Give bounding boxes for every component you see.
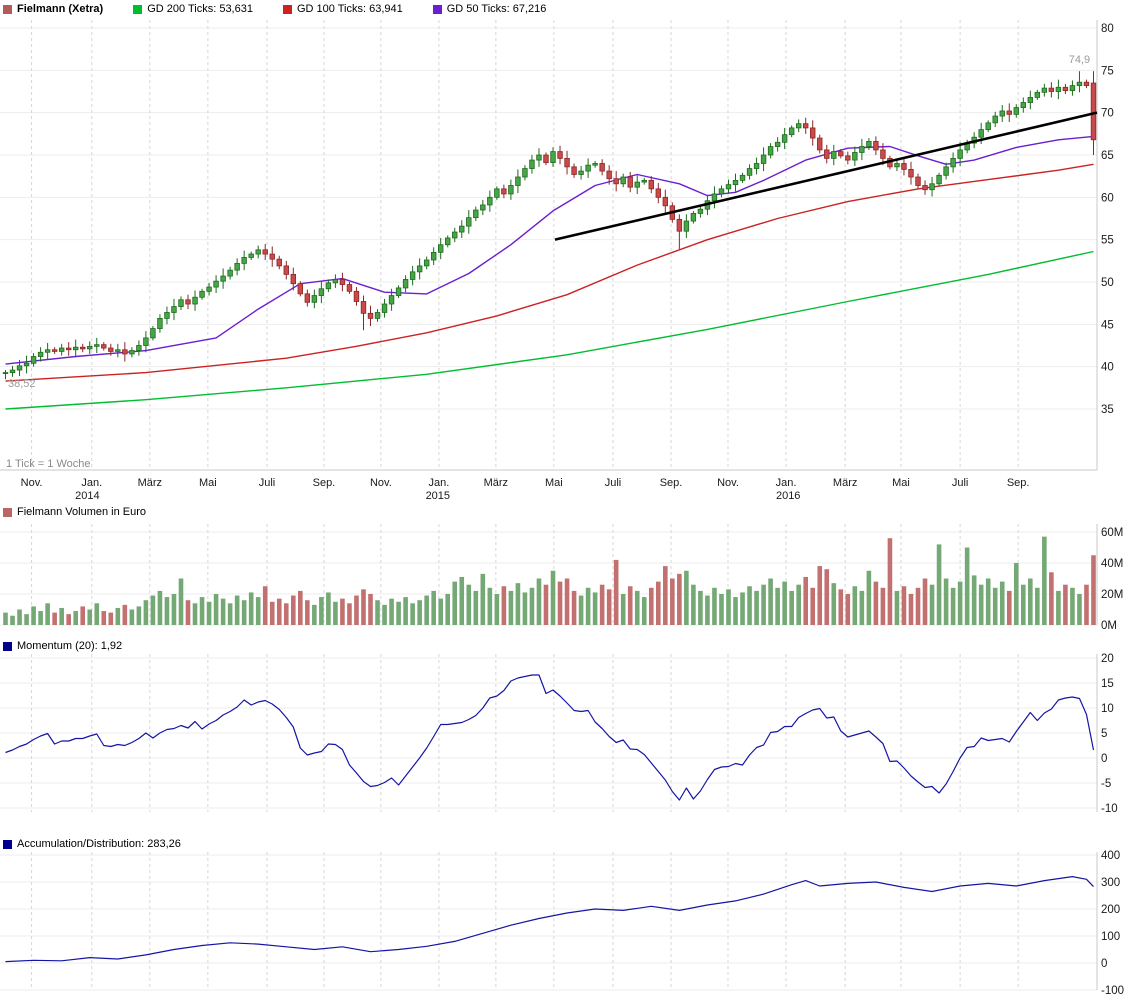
candlestick-series bbox=[2, 71, 1097, 380]
axis-labels: 8075706560555045403560M40M20M0M20151050-… bbox=[21, 23, 1124, 997]
svg-text:März: März bbox=[833, 477, 857, 489]
gd50-label: GD 50 Ticks: 67,216 bbox=[446, 3, 547, 15]
svg-text:2016: 2016 bbox=[776, 490, 800, 502]
volume-label: Fielmann Volumen in Euro bbox=[17, 506, 147, 518]
legend-momentum-row: Momentum (20): 1,92 bbox=[3, 640, 152, 652]
legend-volume-row: Fielmann Volumen in Euro bbox=[3, 506, 176, 518]
svg-text:Juli: Juli bbox=[259, 477, 276, 489]
svg-text:40: 40 bbox=[1101, 362, 1114, 374]
gd100-swatch bbox=[282, 4, 292, 14]
svg-text:60M: 60M bbox=[1101, 527, 1123, 539]
svg-text:-5: -5 bbox=[1101, 778, 1111, 790]
svg-text:Jan.: Jan. bbox=[429, 477, 450, 489]
svg-text:20: 20 bbox=[1101, 653, 1114, 665]
gd100-label: GD 100 Ticks: 63,941 bbox=[296, 3, 403, 15]
gd200-label: GD 200 Ticks: 53,631 bbox=[147, 3, 253, 15]
volume-series-swatch bbox=[3, 507, 12, 517]
svg-text:5: 5 bbox=[1101, 728, 1107, 740]
svg-text:Sep.: Sep. bbox=[313, 477, 336, 489]
svg-text:100: 100 bbox=[1101, 931, 1120, 943]
svg-text:40M: 40M bbox=[1101, 558, 1123, 570]
momentum-label: Momentum (20): 1,92 bbox=[17, 640, 123, 652]
ad-label: Accumulation/Distribution: 283,26 bbox=[17, 838, 181, 850]
svg-text:Nov.: Nov. bbox=[21, 477, 43, 489]
svg-text:-100: -100 bbox=[1101, 985, 1124, 997]
momentum-series-swatch bbox=[3, 641, 12, 651]
svg-text:35: 35 bbox=[1101, 404, 1114, 416]
gd200-swatch bbox=[133, 4, 143, 14]
svg-text:55: 55 bbox=[1101, 235, 1114, 247]
svg-text:70: 70 bbox=[1101, 108, 1114, 120]
svg-text:38,52: 38,52 bbox=[8, 378, 36, 390]
svg-text:1 Tick = 1 Woche: 1 Tick = 1 Woche bbox=[6, 458, 90, 470]
svg-text:-10: -10 bbox=[1101, 803, 1118, 815]
svg-text:15: 15 bbox=[1101, 678, 1114, 690]
svg-text:20M: 20M bbox=[1101, 589, 1123, 601]
svg-text:Jan.: Jan. bbox=[81, 477, 102, 489]
momentum-line bbox=[5, 674, 1095, 801]
svg-text:400: 400 bbox=[1101, 850, 1120, 862]
svg-text:10: 10 bbox=[1101, 703, 1114, 715]
svg-text:50: 50 bbox=[1101, 277, 1114, 289]
svg-text:0M: 0M bbox=[1101, 620, 1117, 632]
legend-price-row: Fielmann (Xetra) GD 200 Ticks: 53,631 GD… bbox=[3, 3, 576, 15]
svg-text:Nov.: Nov. bbox=[717, 477, 739, 489]
annotations: 74,9 38,52 1 Tick = 1 Woche bbox=[6, 54, 1090, 470]
svg-text:75: 75 bbox=[1101, 65, 1114, 77]
svg-text:Mai: Mai bbox=[199, 477, 217, 489]
svg-text:Jan.: Jan. bbox=[776, 477, 797, 489]
svg-text:65: 65 bbox=[1101, 150, 1114, 162]
volume-bars bbox=[3, 536, 1096, 625]
trendline bbox=[554, 111, 1098, 241]
svg-text:200: 200 bbox=[1101, 904, 1120, 916]
legend-ad-row: Accumulation/Distribution: 283,26 bbox=[3, 838, 211, 850]
svg-text:März: März bbox=[138, 477, 162, 489]
svg-text:74,9: 74,9 bbox=[1069, 54, 1090, 66]
svg-text:45: 45 bbox=[1101, 319, 1114, 331]
svg-text:60: 60 bbox=[1101, 192, 1114, 204]
moving-averages bbox=[5, 135, 1094, 410]
svg-text:Nov.: Nov. bbox=[370, 477, 392, 489]
price-series-swatch bbox=[3, 4, 12, 14]
gridlines bbox=[0, 20, 1098, 991]
svg-text:Juli: Juli bbox=[952, 477, 969, 489]
svg-text:Mai: Mai bbox=[892, 477, 910, 489]
ad-series-swatch bbox=[3, 839, 12, 849]
accumulation-distribution-line bbox=[5, 875, 1094, 963]
svg-text:0: 0 bbox=[1101, 753, 1107, 765]
svg-text:2015: 2015 bbox=[426, 490, 450, 502]
svg-text:2014: 2014 bbox=[75, 490, 99, 502]
svg-text:Juli: Juli bbox=[605, 477, 622, 489]
svg-text:0: 0 bbox=[1101, 958, 1107, 970]
svg-text:80: 80 bbox=[1101, 23, 1114, 35]
gd50-swatch bbox=[432, 4, 442, 14]
svg-text:Sep.: Sep. bbox=[660, 477, 683, 489]
instrument-title: Fielmann (Xetra) bbox=[17, 3, 104, 15]
svg-text:Mai: Mai bbox=[545, 477, 563, 489]
svg-text:300: 300 bbox=[1101, 877, 1120, 889]
svg-text:Sep.: Sep. bbox=[1007, 477, 1030, 489]
svg-text:März: März bbox=[484, 477, 508, 489]
